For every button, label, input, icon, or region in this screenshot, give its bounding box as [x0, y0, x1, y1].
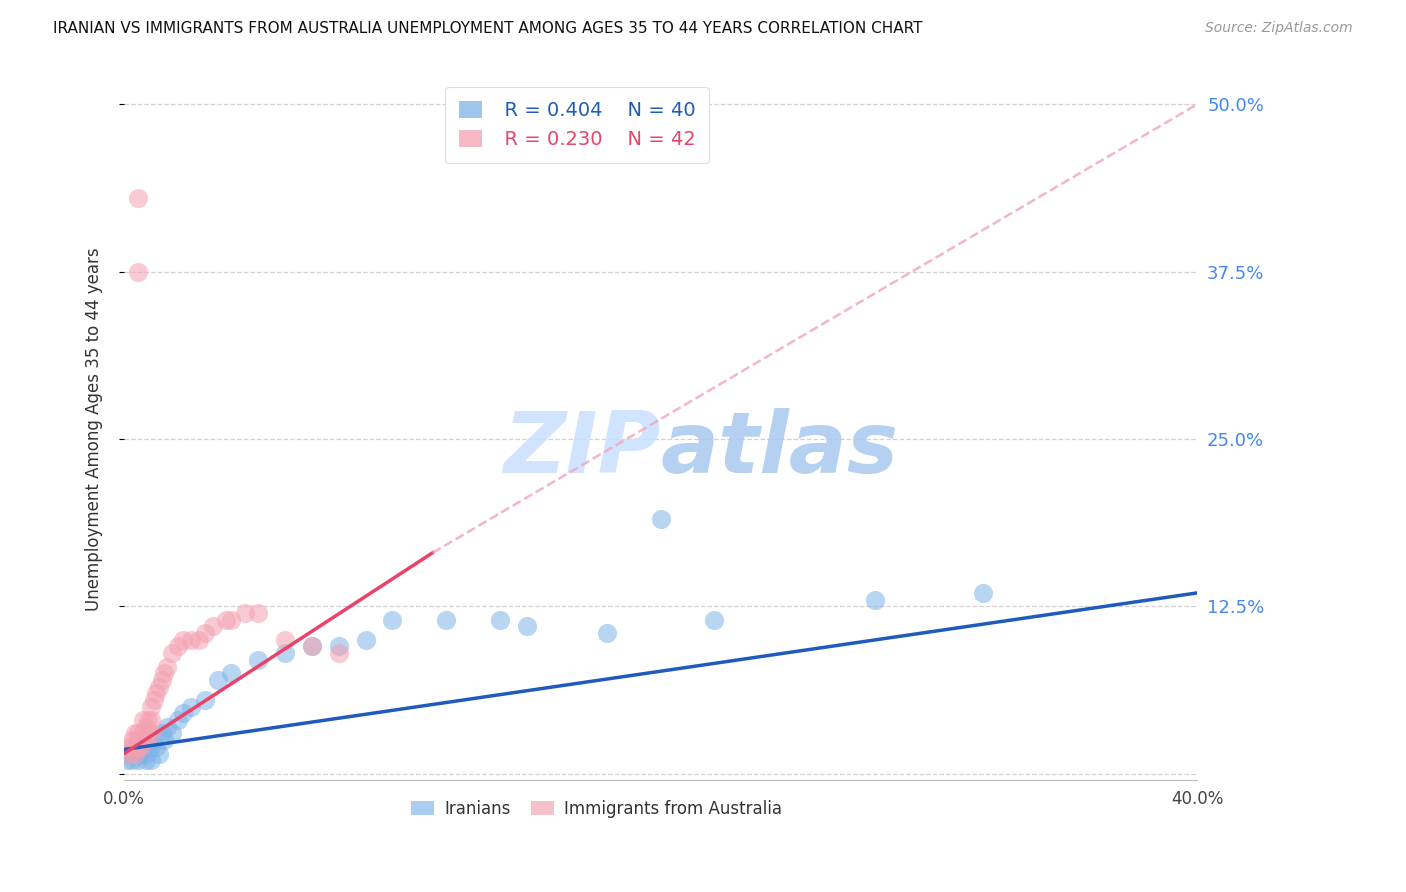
- Point: [118, 747, 141, 761]
- Point: [139, 699, 162, 714]
- Point: [135, 720, 157, 734]
- Point: [139, 713, 162, 727]
- Point: [136, 739, 159, 754]
- Point: [162, 646, 184, 660]
- Point: [124, 739, 146, 754]
- Text: Source: ZipAtlas.com: Source: ZipAtlas.com: [1205, 21, 1353, 35]
- Point: [865, 592, 887, 607]
- Point: [127, 726, 149, 740]
- Point: [381, 613, 404, 627]
- Point: [233, 606, 256, 620]
- Point: [135, 733, 157, 747]
- Text: atlas: atlas: [661, 409, 898, 491]
- Point: [148, 747, 170, 761]
- Point: [328, 646, 350, 660]
- Point: [516, 619, 538, 633]
- Point: [194, 626, 217, 640]
- Point: [129, 739, 152, 754]
- Point: [180, 632, 202, 647]
- Point: [136, 713, 159, 727]
- Point: [118, 747, 141, 761]
- Point: [139, 753, 162, 767]
- Point: [132, 726, 155, 740]
- Point: [328, 640, 350, 654]
- Point: [127, 733, 149, 747]
- Point: [301, 640, 323, 654]
- Point: [150, 726, 173, 740]
- Y-axis label: Unemployment Among Ages 35 to 44 years: Unemployment Among Ages 35 to 44 years: [86, 247, 103, 611]
- Point: [124, 739, 146, 754]
- Point: [139, 739, 162, 754]
- Legend: Iranians, Immigrants from Australia: Iranians, Immigrants from Australia: [404, 793, 789, 825]
- Point: [121, 733, 143, 747]
- Point: [148, 680, 170, 694]
- Point: [247, 606, 270, 620]
- Point: [127, 753, 149, 767]
- Point: [596, 626, 619, 640]
- Point: [354, 632, 377, 647]
- Point: [166, 713, 188, 727]
- Point: [162, 726, 184, 740]
- Point: [139, 726, 162, 740]
- Point: [145, 686, 167, 700]
- Point: [127, 739, 149, 754]
- Point: [127, 739, 149, 754]
- Point: [274, 646, 297, 660]
- Point: [156, 720, 179, 734]
- Text: IRANIAN VS IMMIGRANTS FROM AUSTRALIA UNEMPLOYMENT AMONG AGES 35 TO 44 YEARS CORR: IRANIAN VS IMMIGRANTS FROM AUSTRALIA UNE…: [53, 21, 922, 36]
- Point: [115, 753, 138, 767]
- Point: [172, 632, 194, 647]
- Text: ZIP: ZIP: [503, 409, 661, 491]
- Point: [221, 613, 243, 627]
- Point: [434, 613, 457, 627]
- Point: [166, 640, 188, 654]
- Point: [156, 659, 179, 673]
- Point: [488, 613, 510, 627]
- Point: [172, 706, 194, 721]
- Point: [153, 666, 176, 681]
- Point: [153, 733, 176, 747]
- Point: [703, 613, 725, 627]
- Point: [972, 586, 994, 600]
- Point: [650, 512, 672, 526]
- Point: [188, 632, 211, 647]
- Point: [274, 632, 297, 647]
- Point: [135, 747, 157, 761]
- Point: [142, 693, 165, 707]
- Point: [215, 613, 238, 627]
- Point: [201, 619, 224, 633]
- Point: [135, 753, 157, 767]
- Point: [115, 739, 138, 754]
- Point: [121, 739, 143, 754]
- Point: [180, 699, 202, 714]
- Point: [150, 673, 173, 687]
- Point: [247, 653, 270, 667]
- Point: [129, 747, 152, 761]
- Point: [142, 733, 165, 747]
- Point: [132, 713, 155, 727]
- Point: [121, 753, 143, 767]
- Point: [127, 191, 149, 205]
- Point: [129, 733, 152, 747]
- Point: [194, 693, 217, 707]
- Point: [221, 666, 243, 681]
- Point: [207, 673, 229, 687]
- Point: [127, 264, 149, 278]
- Point: [132, 739, 155, 754]
- Point: [124, 726, 146, 740]
- Point: [301, 640, 323, 654]
- Point: [124, 747, 146, 761]
- Point: [145, 739, 167, 754]
